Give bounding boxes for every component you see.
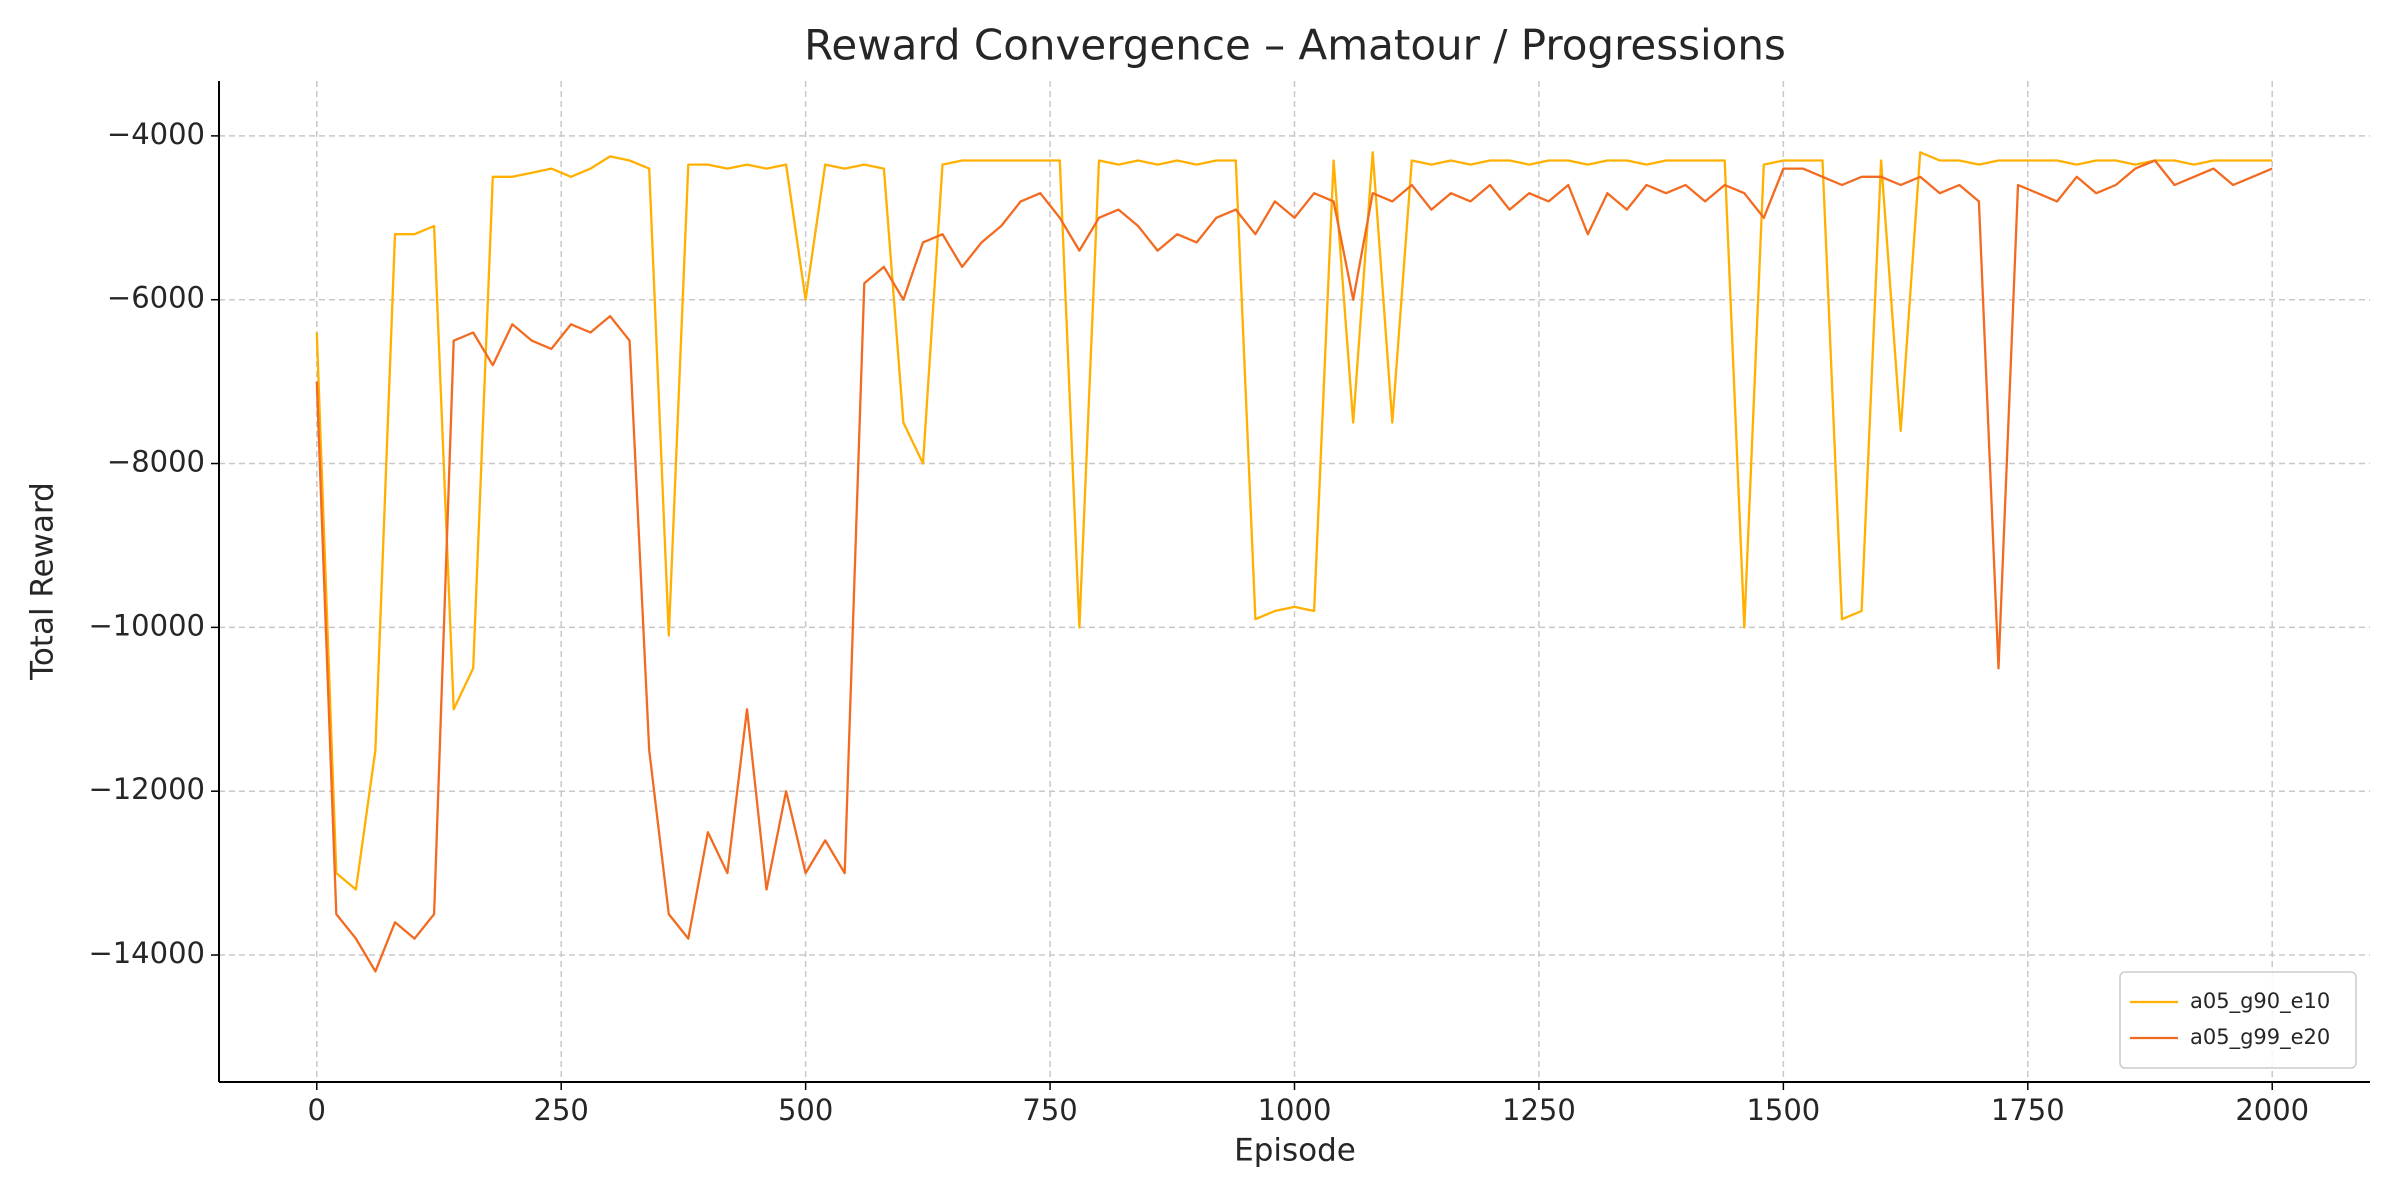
y-tick-label: −12000 <box>88 772 205 806</box>
x-tick-label: 750 <box>1022 1093 1077 1127</box>
x-tick-label: 250 <box>534 1093 589 1127</box>
x-tick-label: 0 <box>308 1093 326 1127</box>
chart-title: Reward Convergence – Amatour / Progressi… <box>804 21 1786 70</box>
y-tick-label: −4000 <box>107 117 205 151</box>
y-tick-label: −8000 <box>107 445 205 479</box>
x-axis-label: Episode <box>1234 1133 1356 1169</box>
x-tick-label: 1000 <box>1258 1093 1332 1127</box>
legend-box <box>2119 971 2357 1069</box>
series-line <box>315 151 2273 891</box>
x-tick-label: 500 <box>778 1093 833 1127</box>
y-tick-label: −14000 <box>88 936 205 970</box>
series-line <box>315 159 2273 973</box>
x-tick-label: 1250 <box>1502 1093 1576 1127</box>
x-tick-label: 1750 <box>1991 1093 2065 1127</box>
y-tick-label: −6000 <box>107 281 205 315</box>
x-tick-label: 2000 <box>2235 1093 2309 1127</box>
y-tick-label: −10000 <box>88 608 205 642</box>
legend-label: a05_g90_e10 <box>2190 989 2330 1014</box>
legend-label: a05_g99_e20 <box>2190 1025 2330 1050</box>
y-axis-label: Total Reward <box>25 482 61 681</box>
x-tick-label: 1500 <box>1746 1093 1820 1127</box>
